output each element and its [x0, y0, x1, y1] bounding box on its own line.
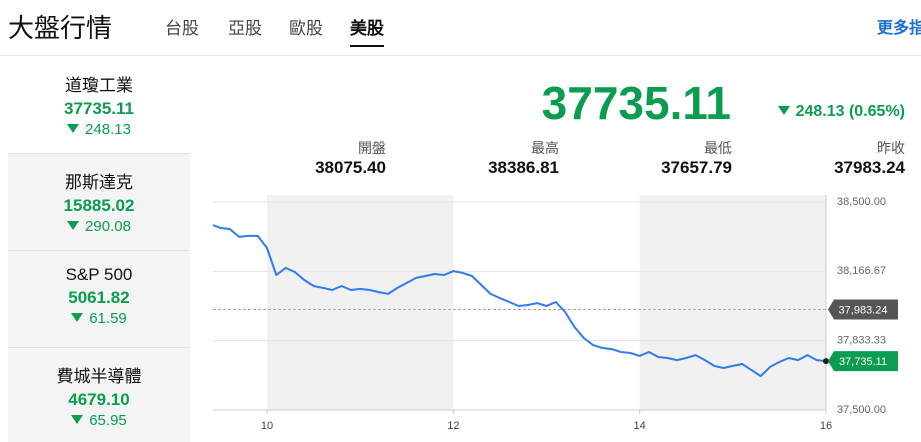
price-line	[212, 224, 827, 378]
index-value: 37735.11	[64, 99, 134, 118]
reference-label: 37,983.24	[839, 304, 888, 316]
index-change: 61.59	[8, 310, 190, 327]
y-tick-label: 38,500.00	[837, 196, 886, 208]
index-item[interactable]: 費城半導體 4679.10 65.95	[8, 348, 190, 442]
index-name: 那斯達克	[65, 173, 133, 192]
stat-label: 最高	[531, 140, 559, 156]
index-value: 15885.02	[63, 196, 135, 215]
stat-label: 開盤	[358, 140, 386, 156]
stat-label: 昨收	[877, 140, 905, 156]
page-title: 大盤行情	[8, 13, 113, 43]
quote-change: 248.13 (0.65%)	[778, 103, 905, 121]
y-tick-label: 38,166.67	[837, 265, 886, 277]
last-point	[823, 358, 829, 365]
x-tick-label: 10	[261, 420, 273, 432]
index-change: 290.08	[8, 218, 190, 235]
last-label-box	[828, 351, 898, 372]
stat-value: 37657.79	[661, 158, 732, 177]
y-tick-label: 37,500.00	[837, 404, 886, 416]
stat-label: 最低	[704, 140, 732, 156]
index-item[interactable]: 那斯達克 15885.02 290.08	[8, 154, 190, 251]
tab[interactable]: 歐股	[289, 19, 323, 38]
tab[interactable]: 亞股	[228, 19, 262, 38]
x-tick-label: 12	[447, 420, 459, 432]
index-change: 248.13	[8, 121, 190, 138]
index-value: 4679.10	[68, 390, 130, 409]
shaded-band	[639, 195, 826, 410]
index-name: 道瓊工業	[65, 76, 133, 95]
x-tick-label: 14	[634, 420, 646, 432]
index-item[interactable]: 道瓊工業 37735.11 248.13	[8, 57, 190, 154]
stat-value: 38386.81	[488, 158, 559, 177]
shaded-band	[267, 195, 454, 410]
stat-value: 37983.24	[834, 158, 905, 177]
index-item[interactable]: S&P 500 5061.82 61.59	[8, 251, 190, 348]
tab[interactable]: 台股	[165, 19, 199, 38]
y-tick-label: 37,833.33	[837, 335, 886, 347]
reference-label-box	[828, 299, 898, 320]
more-link[interactable]: 更多指數	[876, 20, 921, 37]
index-value: 5061.82	[68, 288, 130, 307]
quote-value: 37735.11	[541, 77, 731, 129]
index-name: S&P 500	[65, 265, 133, 284]
last-label: 37,735.11	[839, 356, 887, 368]
x-tick-label: 16	[820, 420, 832, 432]
index-change: 65.95	[8, 412, 190, 429]
divider	[0, 55, 921, 56]
tab[interactable]: 美股	[350, 14, 384, 47]
stat-value: 38075.40	[315, 158, 386, 177]
index-name: 費城半導體	[56, 367, 142, 386]
